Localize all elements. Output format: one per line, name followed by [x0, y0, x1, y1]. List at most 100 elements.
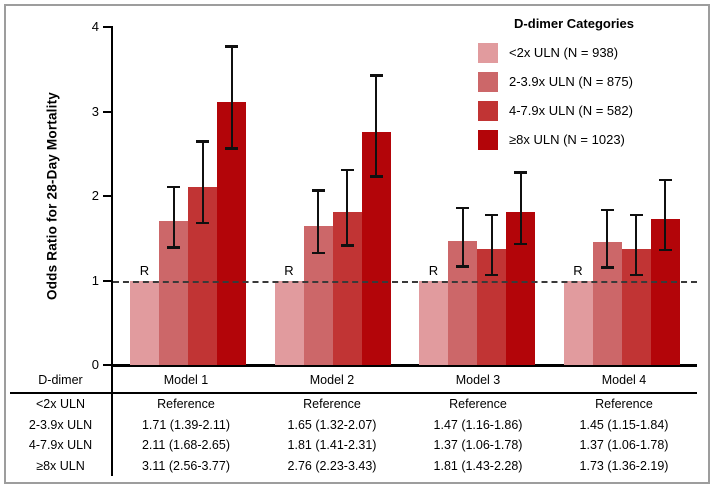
error-bar-cap-top [456, 206, 469, 210]
legend-item-label: ≥8x ULN (N = 1023) [509, 132, 625, 147]
results-table: D-dimer Model 1 Model 2 Model 3 Model 4 … [10, 367, 697, 476]
table-cell: 1.37 (1.06-1.78) [579, 438, 669, 453]
y-tick-label: 0 [91, 357, 99, 372]
error-bar-cap-bottom [225, 147, 238, 150]
table-cell: Reference [303, 397, 361, 412]
legend-swatch [478, 71, 498, 92]
error-bar-cap-top [311, 189, 325, 192]
error-bar-cap-top [196, 140, 209, 143]
legend-item-label: <2x ULN (N = 938) [509, 45, 619, 60]
legend-swatch [478, 129, 498, 150]
legend-item-label: 2-3.9x ULN (N = 875) [509, 74, 633, 89]
legend-swatch [478, 42, 498, 63]
error-bar-cap-bottom [514, 242, 527, 246]
table-row-label: ≥8x ULN [10, 455, 113, 476]
reference-marker: R [428, 262, 439, 278]
error-bar-stem [664, 179, 666, 251]
y-tick-label: 2 [91, 188, 99, 203]
legend: D-dimer Categories <2x ULN (N = 938) 2-3.… [478, 16, 670, 154]
bar [274, 280, 304, 365]
y-tick-label: 4 [91, 19, 99, 34]
error-bar-stem [490, 214, 493, 276]
y-tick-label: 3 [91, 103, 99, 119]
error-bar-stem [375, 75, 377, 177]
error-bar-cap-top [369, 74, 383, 77]
legend-item: <2x ULN (N = 938) [478, 38, 670, 67]
y-tick [103, 195, 111, 197]
error-bar-stem [346, 169, 348, 246]
y-axis-line [111, 26, 113, 366]
error-bar-cap-top [225, 45, 238, 48]
y-tick [103, 364, 111, 366]
y-tick [103, 279, 111, 282]
y-axis-title: Odds Ratio for 28-Day Mortality [44, 92, 60, 300]
table-cell: 2.11 (1.68-2.65) [141, 438, 231, 453]
error-bar-stem [172, 186, 175, 248]
y-tick [103, 110, 111, 113]
error-bar-cap-top [167, 185, 180, 189]
table-cell: 3.11 (2.56-3.77) [141, 458, 231, 473]
bar [563, 280, 593, 365]
error-bar-cap-bottom [456, 265, 469, 268]
error-bar-cap-bottom [485, 273, 498, 277]
table-cell: 1.81 (1.43-2.28) [433, 458, 523, 473]
reference-line [113, 280, 697, 283]
table-cell: 1.45 (1.15-1.84) [579, 417, 669, 432]
error-bar-stem [519, 172, 522, 245]
error-bar-cap-top [600, 208, 614, 212]
reference-marker: R [573, 262, 583, 278]
table-col-header-model-4: Model 4 [551, 367, 697, 394]
legend-item: 2-3.9x ULN (N = 875) [478, 67, 670, 96]
table-cell: 2.76 (2.23-3.43) [287, 458, 377, 473]
table-cell: Reference [449, 397, 507, 412]
error-bar-cap-top [658, 178, 672, 182]
plot-area: 0 1 2 3 4 R R R R [92, 19, 697, 372]
table-cell: Reference [157, 397, 215, 412]
error-bar-cap-top [514, 171, 527, 174]
y-tick-label: 1 [91, 272, 99, 288]
error-bar-cap-bottom [600, 266, 614, 269]
error-bar-stem [230, 46, 233, 149]
error-bar-stem [606, 209, 608, 268]
legend-items: <2x ULN (N = 938) 2-3.9x ULN (N = 875) 4-7… [478, 38, 670, 154]
legend-item: 4-7.9x ULN (N = 582) [478, 96, 670, 125]
table-cell: 1.47 (1.16-1.86) [433, 417, 523, 432]
error-bar-cap-bottom [629, 273, 643, 277]
error-bar-stem [201, 141, 204, 224]
error-bar-cap-bottom [311, 251, 325, 255]
legend-item-label: 4-7.9x ULN (N = 582) [509, 103, 633, 118]
error-bar-cap-top [485, 213, 498, 217]
table-row-label: 2-3.9x ULN [10, 414, 113, 435]
error-bar-cap-bottom [369, 175, 383, 178]
table-cell: Reference [595, 397, 653, 412]
legend-item: ≥8x ULN (N = 1023) [478, 125, 670, 154]
table-col-header-model-2: Model 2 [259, 367, 405, 394]
table-cell: 1.81 (1.41-2.31) [287, 438, 377, 453]
legend-swatch [478, 100, 498, 121]
table-cell: 1.71 (1.39-2.11) [141, 417, 231, 432]
reference-marker: R [284, 262, 294, 278]
error-bar-stem [317, 190, 319, 254]
table-row-label: 4-7.9x ULN [10, 435, 113, 456]
error-bar-cap-bottom [196, 221, 209, 225]
error-bar-stem [635, 214, 637, 276]
error-bar-stem [461, 207, 464, 267]
table-cell: 1.73 (1.36-2.19) [579, 458, 669, 473]
table-corner-header: D-dimer [10, 367, 113, 394]
bar [419, 280, 448, 365]
x-axis-line [111, 364, 697, 367]
error-bar-cap-bottom [658, 248, 672, 252]
bar [130, 280, 159, 365]
table-cell: 1.65 (1.32-2.07) [287, 417, 377, 432]
error-bar-cap-top [340, 168, 354, 172]
reference-marker: R [139, 262, 150, 278]
y-tick [103, 26, 111, 28]
table-col-header-model-3: Model 3 [405, 367, 551, 394]
legend-title: D-dimer Categories [514, 16, 634, 31]
error-bar-cap-top [629, 213, 643, 217]
table-row-label: <2x ULN [10, 394, 113, 415]
table-col-header-model-1: Model 1 [113, 367, 259, 394]
table-cell: 1.37 (1.06-1.78) [433, 438, 523, 453]
error-bar-cap-bottom [167, 246, 180, 249]
